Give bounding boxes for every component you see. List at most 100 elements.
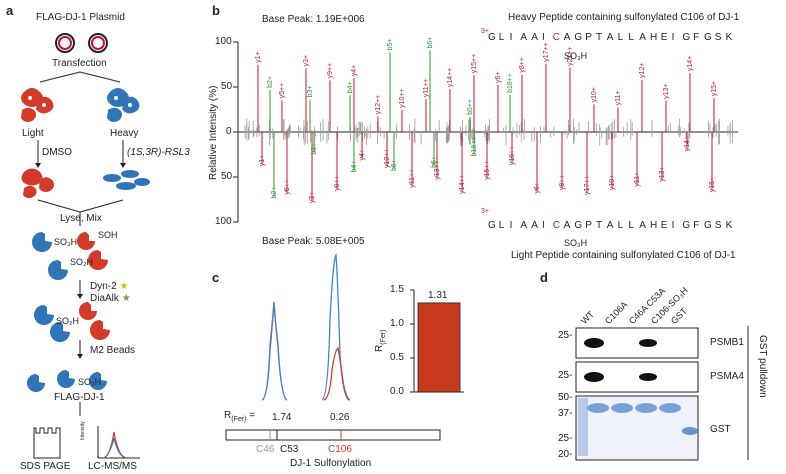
rfer-label: R(Fer) = xyxy=(224,410,256,423)
sequence-residue: T xyxy=(596,220,603,231)
light-cells-icon xyxy=(21,88,54,122)
ion-label: y14++ xyxy=(447,68,454,87)
sequence-residue: A xyxy=(520,220,528,231)
bar-value-label: 1.31 xyxy=(428,290,448,301)
ion-label: y11++ xyxy=(423,78,430,97)
ion-label: b3+ xyxy=(307,86,314,98)
blot-label-psmb1: PSMB1 xyxy=(710,337,744,348)
ion-label: y17++ xyxy=(543,42,550,61)
base-peak-heavy: Base Peak: 1.19E+006 xyxy=(262,14,365,25)
ion-label: y14+ xyxy=(684,136,691,151)
mw-marker-37: 37- xyxy=(558,408,573,419)
blot-label-gst: GST xyxy=(710,424,731,435)
sequence-residue: G xyxy=(704,220,712,231)
ion-label: y3+ xyxy=(309,192,316,203)
blot-label-psma4: PSMA4 xyxy=(710,371,744,382)
sequence-residue: A xyxy=(520,32,528,43)
rfer-c106-value: 0.26 xyxy=(330,412,350,423)
ion-label: y10+ xyxy=(609,175,616,190)
sequence-residue: L xyxy=(498,32,505,43)
ion-label: y11+ xyxy=(634,172,641,187)
ion-label: b5++ xyxy=(467,99,474,115)
lcmsms-label: LC-MS/MS xyxy=(88,461,137,472)
ion-label: y16++ xyxy=(509,146,516,165)
sequence-residue: S xyxy=(714,220,722,231)
sequence-residue: K xyxy=(725,32,733,43)
ion-label: y13++ xyxy=(434,160,441,179)
so3h-label: SO₃H xyxy=(54,237,78,247)
heavy-peptide-title: Heavy Peptide containing sulfonylated C1… xyxy=(508,12,740,23)
sequence-residue: L xyxy=(617,32,624,43)
sequence-residue: I xyxy=(671,220,675,231)
ytick-100-bottom: 100 xyxy=(215,216,232,227)
ion-label: y8++ xyxy=(519,57,526,73)
sequence-residue: S xyxy=(714,32,722,43)
ion-label: y17++ xyxy=(584,175,591,194)
sequence-residue: A xyxy=(563,220,571,231)
ion-label: b5+ xyxy=(391,159,398,171)
light-treated-cells-icon xyxy=(21,168,54,199)
ion-label: y8++ xyxy=(559,175,566,191)
ion-label: b2+ xyxy=(271,187,278,199)
sequence-residue: I xyxy=(542,32,545,43)
sequence-residue: G xyxy=(488,220,496,231)
so2h-label: SO₂H xyxy=(70,257,93,267)
rsl3-label: (1S,3R)-RSL3 xyxy=(127,147,190,158)
soh-label: SOH xyxy=(98,230,118,240)
transfection-label: Transfection xyxy=(52,58,107,69)
sequence-residue: I xyxy=(509,220,513,231)
panel-letter-d: d xyxy=(540,270,548,285)
mw-marker-25: 25- xyxy=(558,433,573,444)
sequence-residue: C xyxy=(552,32,561,43)
mw-marker-50: 50- xyxy=(558,392,573,403)
ion-label: y13+ xyxy=(663,83,670,98)
ion-label: y10++ xyxy=(399,88,406,107)
sequence-residue: P xyxy=(585,220,592,231)
ion-label: b4+ xyxy=(351,161,358,173)
sequence-residue: P xyxy=(585,32,592,43)
site-c46: C46 xyxy=(256,444,275,455)
plasmid-label: FLAG-DJ-1 Plasmid xyxy=(36,12,125,23)
bar-ytick-0: 0.0 xyxy=(390,386,404,397)
panel-letter-b: b xyxy=(212,3,220,18)
ion-label: y9++ xyxy=(327,63,334,79)
flag-dj1-label: FLAG-DJ-1 xyxy=(54,392,105,403)
sequence-residue: A xyxy=(531,220,538,231)
ion-label: y14+ xyxy=(687,56,694,71)
ytick-0: 0 xyxy=(226,126,232,137)
ion-label: y12+ xyxy=(639,63,646,78)
mw-marker-psmb1: 25- xyxy=(558,330,573,341)
sequence-residue: F xyxy=(693,220,700,231)
so3h-b-label: SO₃H xyxy=(78,377,102,387)
ion-label: y4+ xyxy=(359,149,366,160)
sequence-residue: H xyxy=(650,220,658,231)
sequence-residue: I xyxy=(671,32,675,43)
so2h-b-label: SO₂H xyxy=(56,316,79,326)
site-c53: C53 xyxy=(280,444,299,455)
sequence-residue: E xyxy=(660,32,668,43)
panel-letter-c: c xyxy=(212,270,220,285)
sequence-residue: A xyxy=(606,32,614,43)
sequence-residue: G xyxy=(682,32,691,43)
ion-label: y6+ xyxy=(534,182,541,193)
ion-label: y15+ xyxy=(709,177,716,192)
ion-label: b3+ xyxy=(311,143,318,155)
ion-label: y10++ xyxy=(384,149,391,168)
diaalk-label: DiaAlk ★ xyxy=(90,293,131,304)
ion-label: y4+ xyxy=(351,65,358,76)
mw-marker-20: 20- xyxy=(558,449,573,460)
ion-label: y5++ xyxy=(284,179,291,195)
bar-ytick-05: 0.5 xyxy=(390,352,404,363)
sequence-residue: A xyxy=(639,32,646,43)
dmso-label: DMSO xyxy=(42,147,72,158)
ion-label: b6+ xyxy=(427,37,434,49)
ion-label: b18++ xyxy=(471,137,478,157)
chromatogram-icon xyxy=(97,426,140,459)
ion-label: b6+ xyxy=(431,156,438,168)
heavy-label: Heavy xyxy=(110,128,139,139)
lyse-mix-label: Lyse, Mix xyxy=(60,213,102,224)
heavy-cells-icon xyxy=(107,88,140,122)
